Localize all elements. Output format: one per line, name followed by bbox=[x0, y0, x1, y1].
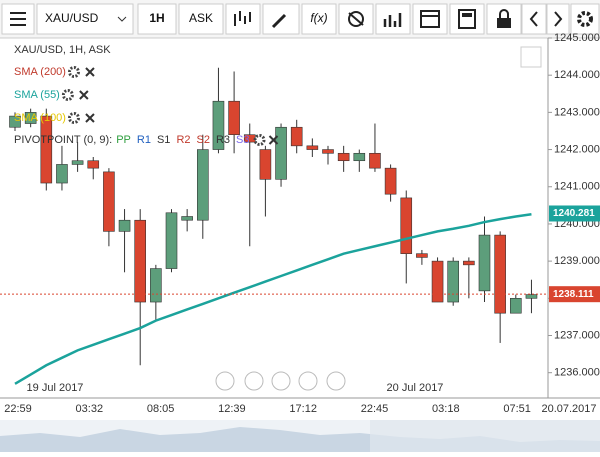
indicator-remove[interactable] bbox=[85, 113, 95, 123]
pivot-name: PIVOTPOINT (0, 9): bbox=[14, 134, 112, 146]
x-tick-label: 17:12 bbox=[289, 403, 317, 415]
candle-body bbox=[212, 100, 225, 150]
y-tick-label: 1245.000 bbox=[554, 32, 600, 44]
sma-line bbox=[14, 213, 532, 385]
popout-button[interactable] bbox=[520, 46, 542, 68]
candle-body bbox=[165, 212, 178, 269]
period-button[interactable]: 1H bbox=[137, 3, 177, 35]
scroll-left[interactable] bbox=[521, 3, 547, 35]
candle-body bbox=[353, 152, 366, 162]
y-tick-label: 1241.000 bbox=[554, 181, 600, 193]
candle-body bbox=[9, 115, 21, 128]
volume-button[interactable] bbox=[375, 3, 411, 35]
indicator-label: SMA (200) bbox=[14, 66, 66, 78]
y-tick-label: 1239.000 bbox=[554, 255, 600, 267]
candle-body bbox=[431, 260, 444, 303]
sma-price-label: 1240.281 bbox=[553, 208, 595, 219]
candle-body bbox=[384, 167, 397, 195]
pivot-remove[interactable] bbox=[268, 135, 279, 145]
pivot-level: S1 bbox=[157, 134, 170, 146]
indicator-button[interactable]: f(x) bbox=[301, 3, 337, 35]
candle-body bbox=[525, 294, 538, 299]
candle-body bbox=[463, 260, 475, 266]
candle-body bbox=[290, 126, 303, 147]
indicator-settings[interactable] bbox=[67, 112, 80, 124]
end-date-label: 20.07.2017 bbox=[541, 403, 596, 415]
settings-button[interactable] bbox=[570, 3, 600, 35]
pivot-level: S3 bbox=[236, 134, 249, 146]
y-tick-label: 1242.000 bbox=[554, 143, 600, 155]
y-tick-label: 1237.000 bbox=[554, 329, 600, 341]
draw-button[interactable] bbox=[262, 3, 300, 35]
indicator-remove[interactable] bbox=[85, 67, 95, 77]
candle-body bbox=[103, 171, 115, 232]
y-tick-label: 1236.000 bbox=[554, 367, 600, 379]
candle-body bbox=[56, 164, 68, 184]
side-button[interactable]: ASK bbox=[178, 3, 224, 35]
lock-button[interactable] bbox=[486, 3, 522, 35]
chart-type-button[interactable] bbox=[225, 3, 261, 35]
candle-body bbox=[228, 100, 240, 135]
pivot-level: PP bbox=[116, 134, 131, 146]
candle-body bbox=[306, 145, 319, 150]
candle-body bbox=[150, 268, 162, 303]
candle-body bbox=[24, 112, 37, 124]
sma-price-box bbox=[549, 205, 600, 222]
date-label: 19 Jul 2017 bbox=[27, 382, 84, 394]
y-tick-label: 1243.000 bbox=[554, 106, 600, 118]
candle-body bbox=[71, 160, 84, 165]
calendar-button[interactable] bbox=[412, 3, 448, 35]
indicator-label: SMA (55) bbox=[14, 89, 60, 101]
pivot-level: R2 bbox=[176, 134, 190, 146]
zoom-controls[interactable] bbox=[215, 371, 346, 391]
period: 1H bbox=[149, 11, 164, 25]
indicator-label: SMA (100) bbox=[14, 112, 66, 124]
candle-body bbox=[416, 253, 428, 258]
candle-body bbox=[87, 160, 100, 169]
x-tick-label: 12:39 bbox=[218, 403, 246, 415]
candle-body bbox=[447, 260, 460, 303]
x-tick-label: 22:45 bbox=[361, 403, 389, 415]
pivot-level: S2 bbox=[197, 134, 210, 146]
candle-body bbox=[322, 149, 334, 154]
last-price-label: 1238.111 bbox=[553, 289, 594, 300]
candle-body bbox=[337, 152, 350, 162]
alerts-button[interactable] bbox=[338, 3, 374, 35]
candle-body bbox=[478, 234, 491, 292]
candle-body bbox=[369, 152, 381, 169]
candle-body bbox=[494, 234, 506, 314]
pivot-level: R3 bbox=[216, 134, 230, 146]
indicator-remove[interactable] bbox=[79, 90, 89, 100]
menu-button[interactable] bbox=[1, 3, 35, 35]
candle-body bbox=[118, 219, 131, 232]
symbol: XAU/USD bbox=[45, 11, 99, 25]
candle-body bbox=[134, 219, 146, 303]
candle-body bbox=[197, 149, 209, 221]
fx: f(x) bbox=[310, 11, 327, 25]
indicator-settings[interactable] bbox=[67, 66, 80, 78]
x-tick-label: 03:32 bbox=[76, 403, 104, 415]
chart-title: XAU/USD, 1H, ASK bbox=[14, 44, 111, 56]
x-tick-label: 08:05 bbox=[147, 403, 175, 415]
indicator-settings[interactable] bbox=[61, 89, 74, 101]
candle-body bbox=[259, 149, 272, 180]
candle-body bbox=[509, 298, 522, 314]
symbol-select[interactable]: XAU/USD bbox=[36, 3, 134, 35]
pivot-level: R1 bbox=[137, 134, 151, 146]
y-tick-label: 1244.000 bbox=[554, 69, 600, 81]
pivot-settings[interactable] bbox=[253, 134, 266, 146]
last-price-box bbox=[549, 286, 600, 303]
candle-body bbox=[181, 216, 193, 221]
candle-body bbox=[40, 115, 53, 184]
scroll-right[interactable] bbox=[546, 3, 570, 35]
candle-body bbox=[275, 126, 287, 180]
calculator-button[interactable] bbox=[449, 3, 485, 35]
candle-body bbox=[400, 197, 413, 254]
x-tick-label: 22:59 bbox=[4, 403, 32, 415]
x-tick-label: 03:18 bbox=[432, 403, 460, 415]
date-label: 20 Jul 2017 bbox=[387, 382, 444, 394]
x-tick-label: 07:51 bbox=[503, 403, 531, 415]
side: ASK bbox=[189, 11, 213, 25]
